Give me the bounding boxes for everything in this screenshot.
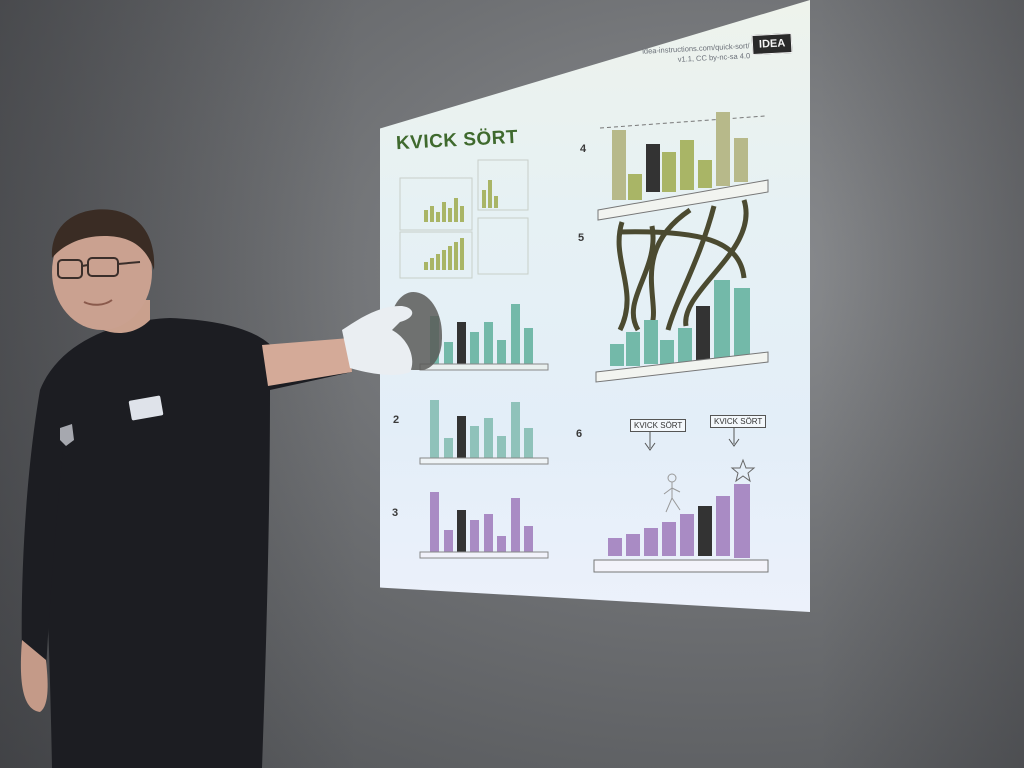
left-hand [20,640,48,712]
glasses-icon [57,257,141,279]
hair [51,209,155,270]
step5-bars [595,280,769,383]
right-arm [262,338,352,386]
step2-bars [419,400,549,465]
step6-bars [593,484,769,573]
step-number-3: 3 [392,507,399,519]
down-arrow-icons [644,428,740,451]
step-number-6: 6 [576,428,583,440]
kvick-sort-label-left: KVICK SÖRT [630,419,687,432]
kvick-sort-label-right: KVICK SÖRT [710,415,767,428]
thumbnail-panels [399,159,529,279]
presenter-face [52,214,152,330]
step-number-4: 4 [580,143,587,155]
step4-bars [597,112,769,221]
star-icon [730,458,756,483]
left-sleeve [21,390,67,670]
thumbnail-bars [424,180,498,270]
pointing-hand [342,305,413,375]
step-number-5: 5 [578,232,585,244]
shirt-logo [60,424,74,446]
striped-pivot-bar [646,144,660,192]
step3-bars [419,492,549,559]
step5-arrows [616,199,749,332]
step-number-2: 2 [393,414,400,426]
person-icon [663,473,681,513]
black-shirt [40,318,352,768]
